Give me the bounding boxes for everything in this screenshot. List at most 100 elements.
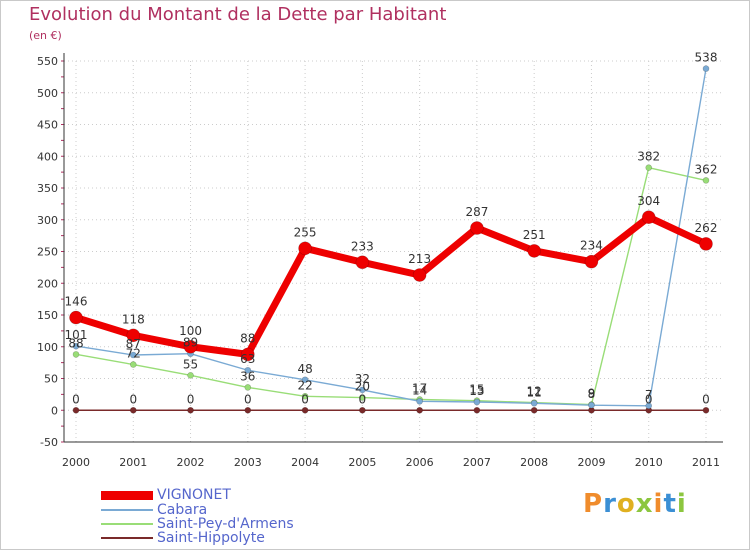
- legend-item-cabara: Cabara: [101, 502, 207, 518]
- data-label-saint-pey-d-armens: 72: [126, 347, 141, 361]
- legend-item-saint-pey-d-armens: Saint-Pey-d'Armens: [101, 516, 294, 532]
- data-label-saint-pey-d-armens: 88: [68, 336, 83, 350]
- y-tick-label: 250: [37, 246, 58, 259]
- data-label-saint-pey-d-armens: 382: [637, 150, 660, 164]
- data-point-cabara: [129, 351, 137, 359]
- data-point-saint-hippolyte: [72, 406, 80, 414]
- y-axis-unit: (en €): [29, 29, 62, 42]
- legend-item-saint-hippolyte: Saint-Hippolyte: [101, 530, 265, 546]
- data-point-saint-pey-d-armens: [244, 384, 252, 391]
- x-tick-label: 2009: [577, 456, 605, 469]
- legend-swatch-saint-hippolyte: [101, 537, 153, 539]
- data-point-vignonet: [298, 241, 312, 256]
- logo-letter: t: [663, 489, 677, 519]
- data-label-vignonet: 100: [179, 324, 202, 338]
- data-label-cabara: 87: [126, 337, 141, 351]
- x-tick-label: 2006: [406, 456, 434, 469]
- data-point-saint-hippolyte: [359, 406, 366, 414]
- chart-title: Evolution du Montant de la Dette par Hab…: [29, 4, 447, 25]
- x-tick-label: 2001: [119, 456, 147, 469]
- x-tick-label: 2004: [291, 456, 319, 469]
- x-tick-label: 2003: [234, 456, 262, 469]
- x-tick-label: 2007: [463, 456, 491, 469]
- legend-swatch-vignonet: [101, 490, 153, 500]
- y-tick-label: -50: [40, 436, 58, 449]
- data-point-vignonet: [527, 244, 541, 258]
- data-point-saint-hippolyte: [702, 406, 710, 414]
- y-tick-label: 300: [37, 214, 58, 227]
- data-point-vignonet: [183, 339, 198, 354]
- data-label-saint-hippolyte: 0: [645, 392, 653, 406]
- data-point-saint-pey-d-armens: [187, 372, 194, 379]
- data-point-saint-pey-d-armens: [645, 164, 653, 171]
- legend-label-vignonet: VIGNONET: [157, 487, 231, 503]
- data-label-saint-hippolyte: 0: [301, 392, 309, 406]
- x-tick-label: 2005: [348, 456, 376, 469]
- legend-swatch-saint-pey-d-armens: [101, 523, 153, 525]
- data-point-saint-hippolyte: [187, 406, 194, 414]
- data-point-saint-pey-d-armens: [301, 392, 309, 400]
- y-tick-label: 100: [37, 341, 58, 354]
- data-label-vignonet: 251: [523, 228, 546, 242]
- data-point-saint-hippolyte: [416, 406, 423, 414]
- series-line-cabara: [75, 68, 707, 407]
- x-tick-label: 2010: [635, 456, 663, 469]
- data-label-vignonet: 118: [122, 312, 145, 326]
- data-point-cabara: [244, 366, 252, 374]
- y-tick-label: 150: [37, 309, 58, 322]
- series-line-saint-pey-d-armens: [75, 166, 707, 406]
- data-label-vignonet: 304: [637, 194, 660, 208]
- data-point-cabara: [588, 401, 595, 409]
- data-label-saint-pey-d-armens: 15: [469, 383, 484, 397]
- legend-swatch-cabara: [101, 509, 153, 511]
- data-point-vignonet: [69, 310, 83, 325]
- data-point-vignonet: [412, 268, 427, 282]
- data-label-vignonet: 213: [408, 252, 431, 266]
- data-point-cabara: [416, 398, 423, 405]
- data-point-cabara: [645, 402, 653, 410]
- logo-letter: x: [635, 489, 654, 519]
- logo-letter: r: [603, 489, 617, 519]
- data-label-saint-hippolyte: 0: [359, 392, 367, 406]
- y-tick-label: 450: [37, 119, 58, 132]
- y-tick-label: 50: [44, 373, 58, 386]
- data-point-cabara: [702, 65, 710, 72]
- data-label-saint-pey-d-armens: 55: [183, 357, 198, 371]
- data-point-saint-pey-d-armens: [359, 394, 366, 401]
- logo-letter: i: [653, 489, 664, 519]
- data-label-cabara: 538: [695, 51, 718, 65]
- data-label-saint-hippolyte: 0: [244, 392, 252, 406]
- data-point-vignonet: [641, 210, 656, 225]
- data-point-cabara: [473, 398, 481, 406]
- x-tick-label: 2002: [177, 456, 205, 469]
- data-label-cabara: 8: [588, 387, 596, 401]
- data-label-cabara: 63: [240, 352, 255, 366]
- data-point-vignonet: [126, 328, 141, 343]
- data-point-saint-pey-d-armens: [72, 351, 80, 358]
- data-label-cabara: 13: [469, 384, 484, 398]
- proxiti-logo: Proxiti: [583, 489, 687, 519]
- data-label-vignonet: 255: [294, 225, 317, 239]
- data-point-cabara: [359, 386, 366, 394]
- data-point-saint-hippolyte: [301, 406, 309, 414]
- data-label-saint-pey-d-armens: 22: [297, 378, 312, 392]
- legend-label-cabara: Cabara: [157, 502, 208, 518]
- data-label-saint-pey-d-armens: 17: [412, 381, 427, 395]
- data-point-vignonet: [355, 255, 370, 270]
- data-label-saint-hippolyte: 0: [72, 392, 80, 406]
- legend-item-vignonet: VIGNONET: [101, 487, 231, 503]
- data-label-saint-hippolyte: 0: [702, 392, 710, 406]
- legend-label-saint-hippolyte: Saint-Hippolyte: [157, 530, 265, 546]
- y-tick-label: 200: [37, 277, 58, 290]
- data-label-vignonet: 287: [465, 205, 488, 219]
- data-point-vignonet: [584, 254, 599, 269]
- x-tick-label: 2000: [62, 456, 90, 469]
- data-point-saint-hippolyte: [473, 406, 481, 414]
- data-point-saint-hippolyte: [244, 406, 252, 414]
- data-label-vignonet: 262: [695, 221, 718, 235]
- y-tick-label: 0: [51, 404, 58, 417]
- data-point-saint-pey-d-armens: [129, 361, 137, 368]
- data-label-saint-pey-d-armens: 12: [527, 385, 542, 399]
- data-label-vignonet: 233: [351, 239, 374, 253]
